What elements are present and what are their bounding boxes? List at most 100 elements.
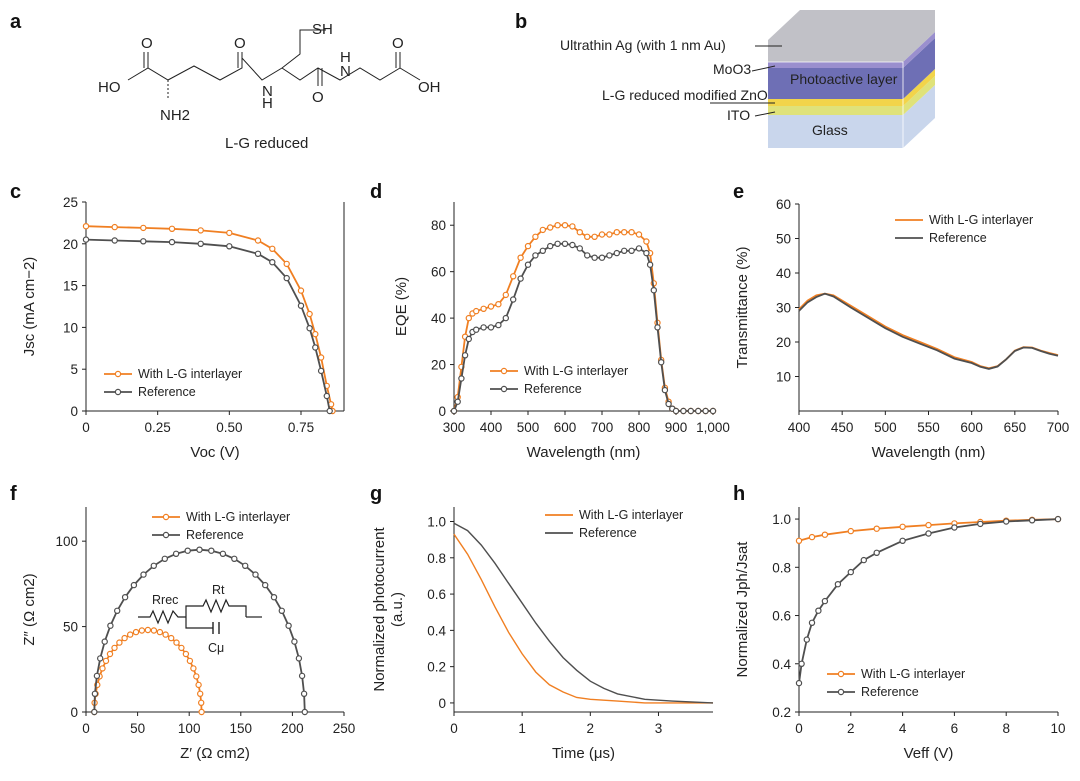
- y-tick-label-h: 0.6: [772, 609, 791, 624]
- chart-f: 0 50 100 150 200 250 0 50 100 Z′ (Ω cm2) Z″ (Ω cm2…: [21, 507, 355, 762]
- data-point-f-1: [301, 708, 308, 716]
- data-point-h-0: [873, 525, 880, 532]
- data-point-d-0: [569, 223, 576, 230]
- y-tick-label-e: 30: [776, 301, 791, 316]
- data-point-d-1: [539, 247, 547, 254]
- layer-ito: [768, 76, 935, 115]
- x-tick-label-f: 0: [82, 721, 90, 736]
- y-tick-label-f: 50: [63, 620, 78, 635]
- x-tick-label-f: 150: [230, 721, 253, 736]
- atom-o-2: O: [234, 35, 246, 52]
- x-tick-label-e: 600: [960, 420, 983, 435]
- data-point-f-1: [196, 546, 203, 553]
- series-line-g-1: [453, 522, 714, 704]
- series-line-h-1: [798, 518, 1059, 684]
- x-tick-label-d: 400: [480, 420, 503, 435]
- data-point-d-1: [598, 254, 606, 261]
- data-point-h-1: [834, 581, 842, 588]
- layer-zno: [768, 69, 935, 106]
- x-tick-label-d: 900: [665, 420, 688, 435]
- panel-label-c: c: [10, 181, 21, 203]
- layer-ag: [768, 10, 935, 62]
- data-point-f-1: [219, 550, 227, 558]
- data-point-d-1: [473, 326, 480, 333]
- data-point-c-1: [312, 344, 319, 351]
- data-point-d-1: [450, 407, 458, 415]
- data-point-h-1: [808, 619, 816, 627]
- data-point-f-0: [197, 699, 205, 707]
- x-tick-label-d: 600: [554, 420, 577, 435]
- legend-marker-d-0: [500, 367, 508, 375]
- legend-marker-h-0: [837, 670, 845, 678]
- data-point-h-1: [873, 549, 880, 557]
- y-axis-label-h: Normalized Jph/Jsat: [734, 541, 751, 678]
- data-point-d-1: [561, 240, 569, 247]
- data-point-f-1: [262, 581, 269, 589]
- data-point-d-0: [465, 314, 472, 322]
- atom-h-2: H: [340, 49, 351, 66]
- data-point-d-1: [480, 324, 487, 331]
- data-point-f-0: [144, 626, 152, 634]
- label-ito: ITO: [727, 107, 750, 123]
- legend-marker-f-1: [162, 531, 170, 539]
- panel-label-h: h: [733, 483, 745, 505]
- chart-g: 0 1 2 3 0 0.2 0.4 0.6 0.8 1.0 Time (μs) Normalized …: [371, 507, 714, 762]
- data-point-d-0: [539, 226, 547, 234]
- data-point-d-1: [635, 245, 643, 252]
- x-tick-label-e: 450: [831, 420, 854, 435]
- data-point-d-0: [495, 301, 502, 308]
- chart-e: 400 450 500 550 600 650 700 10 20 30 40 50 60 Wavelen…: [734, 197, 1069, 461]
- data-point-f-0: [106, 650, 114, 658]
- data-point-d-0: [532, 233, 539, 240]
- data-point-f-0: [198, 708, 205, 716]
- x-tick-label-f: 200: [281, 721, 304, 736]
- data-point-c-1: [269, 259, 276, 266]
- data-point-f-1: [295, 655, 303, 662]
- data-point-h-1: [803, 636, 811, 643]
- annotation-rrec: Rrec: [152, 593, 178, 607]
- y-tick-label-d: 40: [431, 311, 446, 326]
- x-tick-label-h: 2: [847, 721, 855, 736]
- panel-label-d: d: [370, 181, 382, 203]
- data-point-d-1: [576, 245, 584, 252]
- data-point-d-1: [646, 261, 654, 268]
- x-tick-label-d: 700: [591, 420, 614, 435]
- data-point-d-1: [584, 252, 591, 259]
- data-point-d-1: [547, 242, 554, 250]
- y-tick-label-g: 0.4: [427, 623, 446, 638]
- data-point-d-0: [591, 233, 598, 240]
- x-tick-label-c: 0.50: [216, 420, 242, 435]
- x-tick-label-d: 800: [628, 420, 651, 435]
- legend-label-g-1: Reference: [579, 526, 637, 540]
- data-point-d-1: [461, 352, 469, 359]
- data-point-h-1: [795, 679, 803, 687]
- data-point-f-1: [252, 571, 259, 578]
- x-tick-label-g: 2: [587, 721, 595, 736]
- y-tick-label-e: 60: [776, 197, 791, 212]
- x-tick-label-h: 8: [1002, 721, 1010, 736]
- y-tick-label-g: 0: [438, 696, 446, 711]
- atom-oh: OH: [418, 79, 441, 96]
- x-tick-label-f: 100: [178, 721, 201, 736]
- y-tick-label-g: 0.2: [427, 660, 446, 675]
- legend-label-f-0: With L-G interlayer: [186, 510, 290, 524]
- y-tick-label-c: 5: [70, 362, 78, 377]
- x-tick-label-d: 500: [517, 420, 540, 435]
- data-point-f-0: [150, 627, 158, 634]
- data-point-c-0: [283, 260, 290, 268]
- legend-label-c-1: Reference: [138, 385, 196, 399]
- layer-photoactive: [768, 38, 935, 99]
- x-tick-label-f: 250: [333, 721, 356, 736]
- chart-c: 0 0.25 0.50 0.75 0 5 10 15 20 25 Voc (V) Jsc (mA cm…: [21, 195, 345, 461]
- data-point-f-1: [121, 594, 129, 601]
- data-point-d-0: [510, 273, 517, 280]
- panel-label-a: a: [10, 11, 22, 33]
- equivalent-circuit: Rrec Rt Cμ: [138, 583, 262, 655]
- data-point-d-0: [480, 305, 487, 312]
- data-point-f-1: [270, 594, 278, 601]
- data-point-f-1: [101, 638, 108, 645]
- y-axis-label-f: Z″ (Ω cm2): [21, 573, 38, 645]
- y-tick-label-f: 0: [70, 705, 78, 720]
- legend-label-d-1: Reference: [524, 382, 582, 396]
